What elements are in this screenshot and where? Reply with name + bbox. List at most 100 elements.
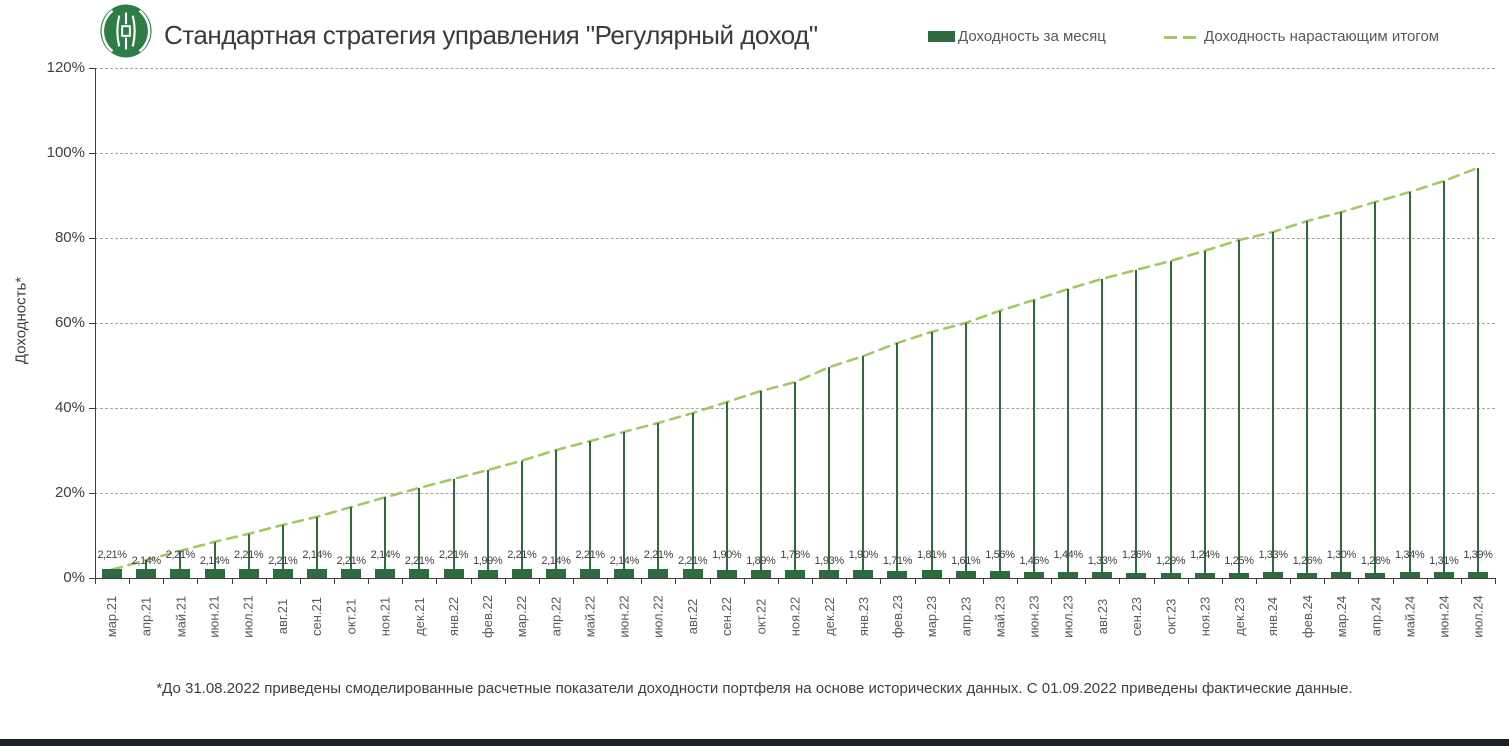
x-axis-tick	[197, 579, 199, 584]
monthly-return-bar	[477, 569, 498, 578]
cumulative-drop-line	[1374, 201, 1377, 578]
cumulative-drop-line	[930, 331, 933, 578]
y-axis-tick	[89, 153, 95, 154]
value-label: 2,21%	[575, 549, 606, 561]
cumulative-drop-line	[213, 541, 216, 578]
value-label: 1,78%	[780, 549, 810, 561]
monthly-return-bar	[409, 568, 430, 578]
monthly-return-bar	[1263, 572, 1284, 578]
x-axis-tick	[129, 579, 131, 584]
monthly-return-bar	[272, 568, 293, 578]
cumulative-drop-line	[384, 497, 387, 578]
y-tick-label: 20%	[54, 484, 85, 501]
value-label: 1,34%	[1395, 549, 1425, 561]
cumulative-drop-line	[794, 382, 796, 578]
monthly-return-bar	[1331, 572, 1352, 578]
monthly-return-bar	[1228, 572, 1249, 578]
monthly-return-bar	[1365, 572, 1386, 578]
monthly-return-bar	[511, 568, 532, 578]
value-label: 2,14%	[541, 555, 571, 567]
x-axis-tick	[1153, 579, 1155, 584]
monthly-return-bar	[341, 568, 362, 578]
y-axis-tick	[89, 578, 95, 579]
cumulative-drop-line	[554, 450, 557, 578]
y-axis-tick	[89, 323, 95, 324]
value-label: 2,14%	[609, 555, 640, 567]
cumulative-drop-line	[486, 470, 489, 578]
value-label: 1,90%	[848, 549, 879, 561]
cumulative-drop-line	[1408, 192, 1411, 578]
value-label: 1,33%	[1087, 555, 1118, 567]
cumulative-drop-line	[520, 460, 523, 578]
monthly-return-bar	[1467, 572, 1488, 578]
x-axis-tick	[982, 579, 984, 584]
x-axis-tick	[1221, 579, 1223, 584]
x-axis-tick	[1460, 579, 1462, 584]
value-label: 2,14%	[199, 555, 230, 567]
x-axis-tick	[1119, 579, 1121, 584]
y-tick-label: 60%	[54, 314, 85, 331]
monthly-return-bar	[136, 568, 157, 578]
y-tick-label: 0%	[63, 569, 85, 586]
cumulative-drop-line	[964, 323, 967, 578]
x-axis-tick	[846, 579, 848, 584]
value-label: 1,30%	[1326, 549, 1357, 561]
cumulative-drop-line	[452, 478, 455, 578]
x-axis-tick	[436, 579, 438, 584]
cumulative-drop-line	[657, 422, 660, 578]
x-axis-tick	[914, 579, 916, 584]
x-axis-tick	[880, 579, 882, 584]
x-axis-tick	[163, 579, 165, 584]
cumulative-drop-line	[1203, 250, 1206, 578]
monthly-return-bar	[1058, 571, 1079, 578]
cumulative-drop-line	[1306, 221, 1309, 578]
monthly-return-bar	[955, 571, 976, 578]
value-label: 2,14%	[131, 555, 162, 567]
value-label: 1,33%	[1258, 549, 1288, 561]
value-label: 1,25%	[1224, 555, 1254, 567]
value-label: 2,21%	[507, 549, 537, 561]
monthly-return-bar	[580, 568, 601, 578]
value-label: 2,21%	[165, 549, 196, 561]
cumulative-drop-line	[315, 516, 318, 578]
x-axis-tick	[1495, 579, 1496, 584]
cumulative-drop-line	[1101, 278, 1104, 578]
cumulative-drop-line	[691, 413, 694, 578]
monthly-return-bar	[204, 568, 225, 578]
cumulative-drop-line	[350, 507, 353, 578]
cumulative-drop-line	[759, 391, 762, 578]
cumulative-drop-line	[1135, 269, 1138, 578]
value-label: 2,14%	[370, 549, 401, 561]
x-axis-tick	[573, 579, 575, 584]
cumulative-drop-line	[247, 533, 250, 578]
value-label: 1,44%	[1053, 549, 1084, 561]
monthly-return-bar	[1126, 572, 1147, 578]
monthly-return-bar	[1433, 572, 1454, 578]
value-label: 1,61%	[951, 555, 981, 567]
x-axis-tick	[1324, 579, 1326, 584]
monthly-return-bar	[716, 569, 737, 578]
monthly-return-bar	[1092, 572, 1113, 578]
monthly-return-bar	[648, 568, 669, 578]
bottom-bar	[0, 739, 1509, 746]
y-axis-line	[95, 68, 96, 578]
cumulative-drop-line	[1272, 232, 1275, 578]
x-axis-tick	[504, 579, 506, 584]
cumulative-drop-line	[725, 402, 728, 578]
cumulative-drop-line	[998, 310, 1001, 578]
x-axis-tick	[641, 579, 643, 584]
monthly-return-bar	[887, 570, 908, 578]
cumulative-drop-line	[623, 431, 626, 578]
y-tick-label: 100%	[46, 144, 85, 161]
monthly-return-bar	[1160, 572, 1181, 578]
y-axis-tick	[89, 493, 95, 494]
cumulative-drop-line	[1033, 300, 1036, 578]
y-tick-label: 40%	[54, 399, 85, 416]
legend-item-monthly: Доходность за месяц	[958, 28, 1106, 45]
value-label: 2,21%	[404, 555, 435, 567]
cumulative-drop-line	[1067, 289, 1070, 578]
cumulative-drop-line	[1169, 260, 1172, 578]
footnote: *До 31.08.2022 приведены смоделированные…	[156, 680, 1353, 697]
monthly-return-bar	[1024, 571, 1045, 578]
x-axis-tick	[1358, 579, 1360, 584]
